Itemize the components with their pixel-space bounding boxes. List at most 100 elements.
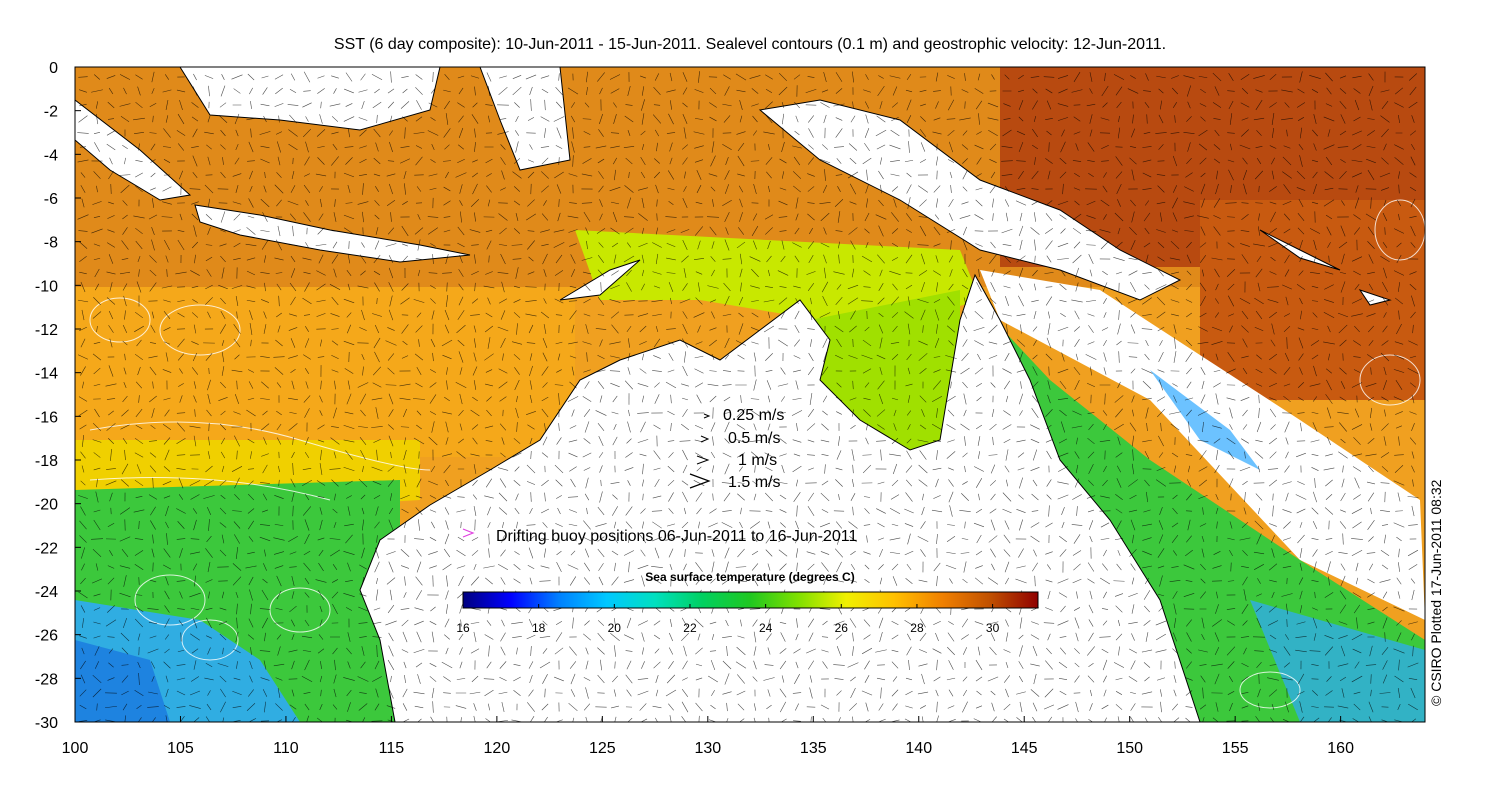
velocity-arrow	[233, 323, 241, 335]
velocity-arrow	[764, 214, 774, 220]
velocity-arrow	[1283, 184, 1291, 194]
velocity-arrow	[236, 617, 238, 629]
velocity-arrow	[415, 258, 423, 260]
velocity-arrow	[1047, 394, 1051, 404]
velocity-arrow	[623, 300, 635, 302]
velocity-arrow	[1393, 606, 1405, 612]
velocity-arrow	[626, 617, 632, 629]
velocity-arrow	[847, 297, 859, 305]
velocity-arrow	[865, 437, 869, 445]
velocity-arrow	[162, 201, 172, 205]
velocity-arrow	[191, 648, 199, 654]
velocity-arrow	[795, 633, 799, 641]
velocity-arrow	[1075, 282, 1079, 292]
velocity-arrow	[612, 675, 618, 683]
velocity-arrow	[516, 521, 518, 529]
velocity-arrow	[1240, 73, 1250, 81]
velocity-arrow	[906, 353, 912, 361]
velocity-arrow	[179, 591, 183, 599]
velocity-arrow	[1324, 171, 1334, 179]
velocity-arrow	[264, 632, 266, 642]
velocity-arrow	[1244, 491, 1246, 503]
velocity-arrow	[1324, 507, 1334, 515]
velocity-arrow	[987, 102, 999, 108]
velocity-arrow	[1325, 156, 1333, 166]
velocity-arrow	[1228, 675, 1234, 683]
velocity-arrow	[445, 590, 449, 600]
velocity-arrow	[1213, 158, 1221, 164]
velocity-arrow	[120, 184, 130, 194]
velocity-arrow	[135, 408, 143, 418]
velocity-arrow	[556, 495, 562, 499]
velocity-arrow	[1143, 131, 1151, 135]
velocity-arrow	[1212, 72, 1222, 82]
velocity-arrow	[581, 173, 593, 177]
velocity-arrow	[582, 341, 592, 345]
velocity-arrow	[525, 74, 537, 80]
velocity-arrow	[109, 282, 113, 292]
velocity-arrow	[695, 271, 703, 275]
velocity-arrow	[1074, 675, 1080, 683]
x-axis: 100 105 110 115 120 125 130 135 140 145 150 155 160	[62, 716, 1354, 757]
velocity-arrow	[1366, 145, 1376, 149]
velocity-arrow	[973, 718, 982, 722]
velocity-arrow	[432, 72, 434, 82]
velocity-arrow	[682, 534, 688, 544]
velocity-arrow	[1284, 254, 1290, 264]
velocity-arrow	[317, 227, 325, 235]
velocity-arrow	[372, 636, 382, 638]
velocity-arrow	[850, 424, 856, 430]
velocity-arrow	[989, 143, 997, 151]
velocity-arrow	[1255, 383, 1263, 387]
velocity-arrow	[833, 103, 845, 107]
velocity-arrow	[474, 212, 476, 222]
velocity-arrow	[920, 309, 926, 321]
velocity-arrow	[1101, 160, 1109, 162]
velocity-arrow	[709, 339, 717, 347]
velocity-arrow	[584, 620, 590, 626]
velocity-arrow	[1241, 129, 1249, 137]
velocity-arrow	[989, 298, 997, 304]
velocity-arrow	[822, 410, 828, 416]
velocity-arrow	[205, 607, 213, 611]
velocity-arrow	[150, 661, 156, 669]
velocity-arrow	[821, 144, 829, 150]
velocity-arrow	[624, 467, 634, 471]
velocity-arrow	[262, 87, 268, 95]
velocity-arrow	[919, 395, 927, 403]
velocity-arrow	[122, 283, 128, 291]
velocity-arrow	[96, 185, 98, 193]
velocity-arrow	[106, 297, 116, 305]
velocity-arrow	[596, 369, 606, 373]
velocity-arrow	[1200, 394, 1206, 404]
velocity-arrow	[359, 636, 367, 638]
velocity-arrow	[446, 380, 448, 390]
velocity-arrow	[779, 563, 787, 571]
velocity-arrow	[443, 229, 451, 233]
velocity-arrow	[906, 184, 912, 194]
velocity-arrow	[1297, 412, 1305, 414]
velocity-arrow	[837, 310, 841, 320]
velocity-arrow	[1142, 380, 1152, 390]
velocity-arrow	[193, 324, 197, 334]
velocity-arrow	[1409, 437, 1417, 445]
velocity-arrow	[1061, 521, 1065, 529]
velocity-arrow	[189, 551, 201, 555]
velocity-arrow	[1352, 466, 1362, 472]
velocity-arrow	[95, 113, 99, 125]
velocity-arrow	[992, 198, 994, 208]
velocity-arrow	[614, 562, 616, 572]
velocity-arrow	[626, 197, 632, 209]
velocity-arrow	[599, 465, 603, 473]
velocity-arrow	[220, 310, 226, 320]
velocity-arrow	[1241, 117, 1249, 121]
velocity-arrow	[358, 89, 368, 93]
velocity-arrow	[235, 129, 239, 137]
velocity-arrow	[1130, 368, 1136, 374]
velocity-arrow	[331, 328, 339, 330]
velocity-arrow	[1309, 75, 1321, 79]
velocity-arrow	[1296, 508, 1306, 514]
velocity-arrow	[991, 563, 995, 571]
velocity-arrow	[641, 479, 645, 487]
velocity-arrow	[1285, 296, 1289, 306]
